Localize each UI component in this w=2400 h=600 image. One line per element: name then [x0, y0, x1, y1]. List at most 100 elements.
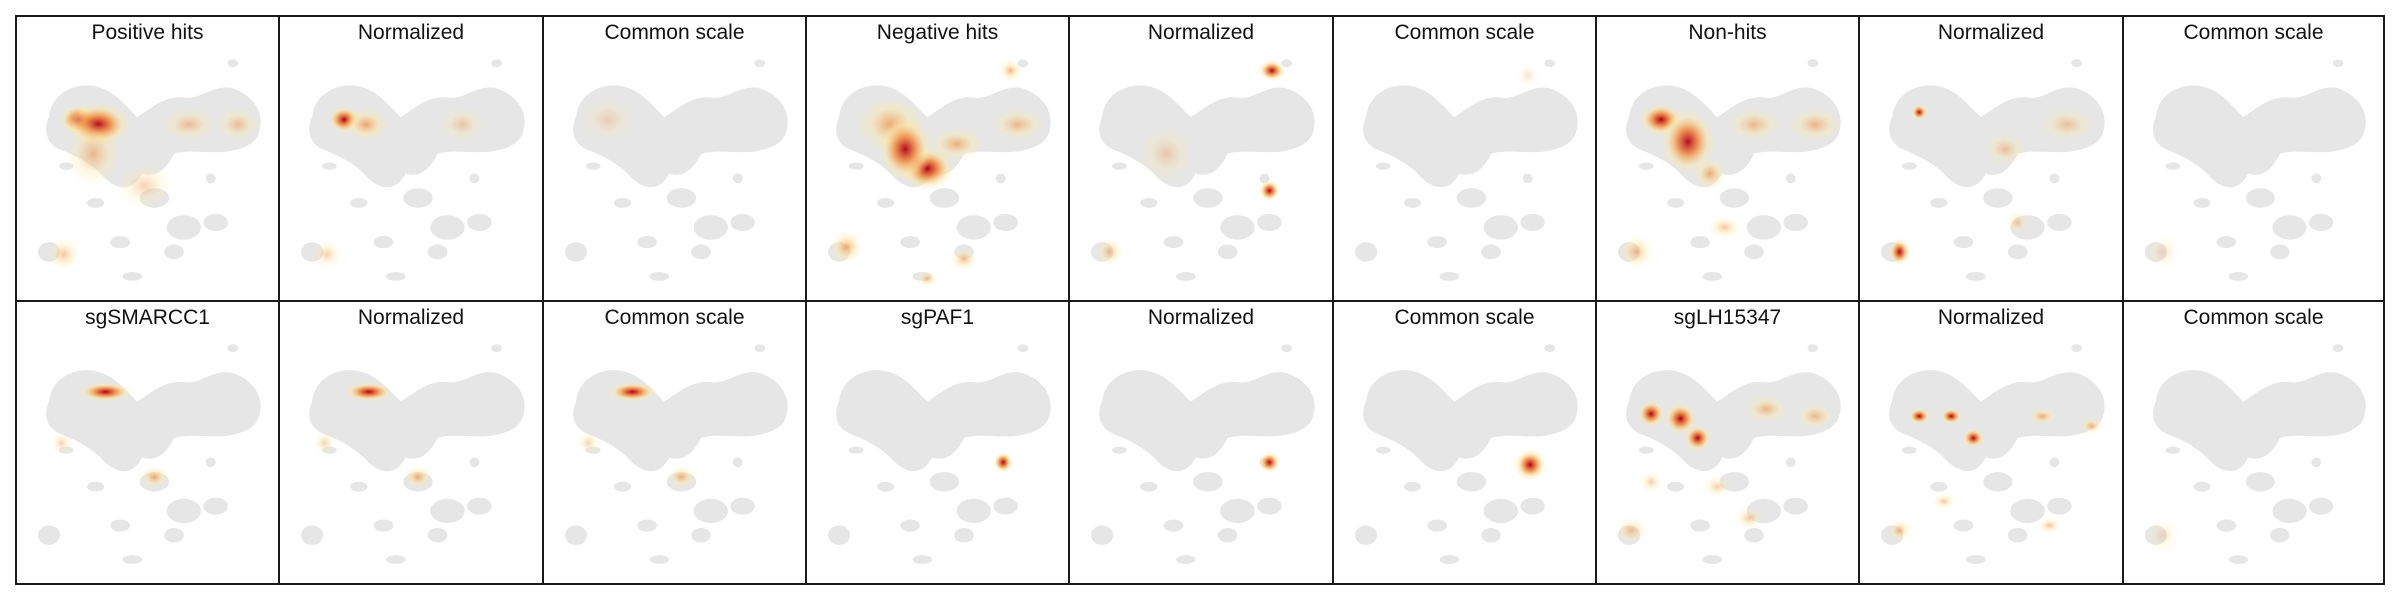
embedding-island: [122, 555, 143, 564]
embedding-island: [2193, 481, 2211, 492]
density-hotspot: [1664, 402, 1697, 435]
embedding-island: [1965, 271, 1986, 281]
embedding-island: [2165, 446, 2181, 454]
embedding-island: [565, 525, 588, 545]
embedding-island: [1140, 481, 1158, 492]
embedding-island: [1544, 344, 1556, 353]
embedding-island: [1983, 472, 2013, 492]
embedding-island: [1404, 198, 1422, 208]
embedding-island: [1111, 446, 1127, 454]
embedding-island: [912, 555, 933, 564]
embedding-island: [1483, 498, 1518, 524]
panel-11: Normalized: [278, 300, 544, 585]
density-plot: [301, 344, 525, 564]
embedding-island: [1111, 162, 1127, 170]
embedding-island: [350, 481, 368, 492]
embedding-island: [2216, 519, 2237, 532]
embedding-island: [1522, 173, 1533, 184]
panel-title: sgLH15347: [1673, 306, 1782, 329]
embedding-island: [614, 198, 632, 208]
embedding-main-cluster: [309, 85, 525, 188]
embedding-island: [2311, 173, 2322, 184]
embedding-island: [1175, 271, 1196, 281]
embedding-island: [1220, 498, 1255, 524]
embedding-main-cluster: [1363, 85, 1578, 188]
embedding-island: [350, 198, 368, 208]
embedding-island: [995, 173, 1006, 184]
embedding-island: [2193, 198, 2211, 208]
density-hotspot: [1660, 109, 1715, 174]
embedding-island: [2010, 498, 2045, 524]
density-hotspot: [2080, 417, 2103, 434]
density-hotspot: [878, 116, 933, 182]
embedding-island: [427, 527, 448, 543]
embedding-island: [203, 497, 228, 515]
embedding-island: [373, 235, 394, 249]
density-hotspot: [830, 230, 863, 264]
embedding-island: [205, 173, 216, 184]
density-plot: [565, 344, 788, 564]
density-plot: [828, 59, 1051, 287]
embedding-island: [1783, 213, 1808, 232]
density-hotspot: [216, 108, 260, 141]
embedding-island: [1481, 244, 1501, 260]
density-hotspot: [1888, 238, 1911, 266]
embedding-main-cluster: [309, 370, 525, 472]
embedding-island: [848, 162, 864, 170]
density-hotspot: [50, 432, 73, 454]
embedding-main-cluster: [46, 370, 261, 472]
panel-title: Common scale: [604, 21, 745, 44]
embedding-island: [373, 519, 394, 532]
density-hotspot: [1095, 238, 1124, 266]
embedding-island: [1091, 525, 1114, 545]
embedding-island: [2308, 497, 2334, 515]
embedding-island: [956, 215, 991, 240]
embedding-island: [1375, 446, 1391, 454]
density-plot: [2144, 344, 2366, 564]
panel-title: Normalized: [1937, 306, 2045, 329]
embedding-island: [2245, 188, 2275, 208]
embedding-island: [1017, 59, 1029, 68]
embedding-island: [2216, 235, 2237, 249]
density-hotspot: [2028, 408, 2056, 425]
density-hotspot: [2039, 108, 2094, 141]
embedding-island: [637, 519, 657, 532]
density-hotspot: [1258, 59, 1286, 82]
embedding-island: [1702, 555, 1723, 564]
embedding-island: [1257, 497, 1282, 515]
density-hotspot: [440, 108, 484, 141]
embedding-island: [2007, 244, 2028, 260]
embedding-main-cluster: [2152, 85, 2366, 188]
panel-3: Common scale: [542, 15, 807, 302]
density-plot: [1615, 344, 1841, 564]
density-hotspot: [47, 238, 80, 271]
embedding-island: [1807, 344, 1819, 353]
density-hotspot: [1940, 408, 1963, 425]
embedding-island: [87, 481, 105, 492]
embedding-island: [929, 472, 960, 492]
embedding-island: [1744, 527, 1764, 543]
embedding-island: [1746, 215, 1781, 240]
embedding-island: [87, 198, 105, 208]
embedding-island: [2228, 555, 2249, 564]
embedding-island: [491, 344, 503, 353]
density-hotspot: [1735, 507, 1763, 529]
embedding-island: [1163, 519, 1184, 532]
density-hotspot: [344, 108, 388, 141]
panel-title: Normalized: [357, 21, 465, 44]
panel-6: Common scale: [1332, 15, 1597, 302]
embedding-island: [929, 188, 960, 208]
density-hotspot: [1615, 517, 1648, 544]
density-hotspot: [1637, 400, 1665, 428]
embedding-main-cluster: [836, 370, 1051, 472]
embedding-island: [1667, 481, 1685, 492]
embedding-island: [1544, 59, 1556, 68]
panel-title: Common scale: [2183, 306, 2324, 329]
density-plot: [828, 344, 1051, 564]
panel-title: Common scale: [1394, 21, 1535, 44]
density-hotspot: [667, 466, 695, 488]
embedding-island: [38, 525, 61, 545]
embedding-island: [1702, 271, 1723, 281]
embedding-island: [2007, 527, 2028, 543]
embedding-island: [430, 498, 465, 524]
